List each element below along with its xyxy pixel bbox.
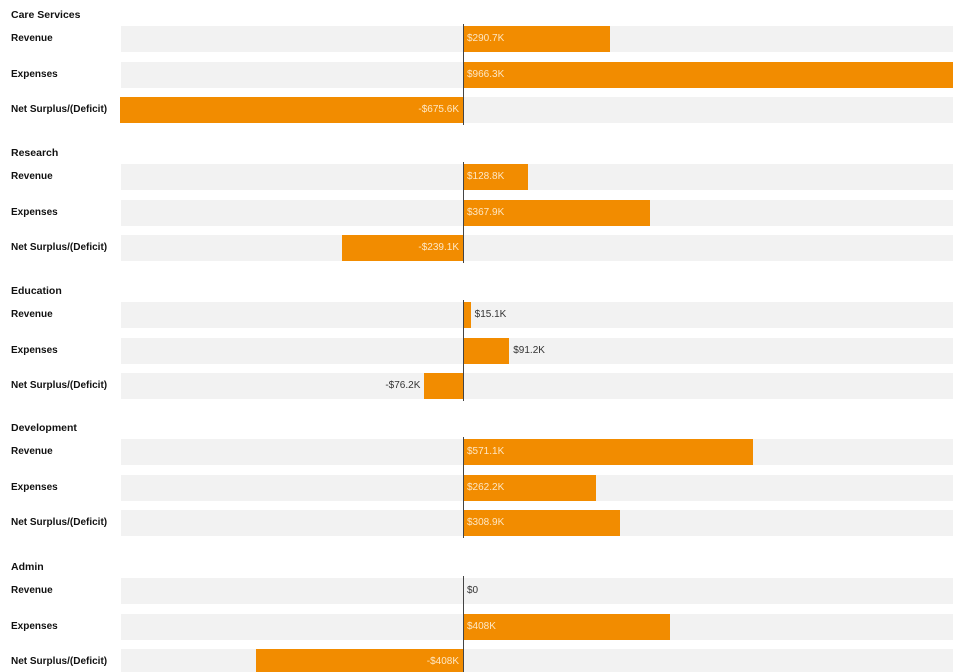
zero-axis-line [463,576,464,672]
zero-axis-line [463,300,464,401]
data-label: $91.2K [513,345,545,356]
bar [463,62,953,88]
data-label: $408K [467,621,496,632]
bar-track [121,235,953,261]
row-label: Revenue [11,585,53,596]
bar [463,510,620,536]
bar-track [121,302,953,328]
bar [463,439,753,465]
row-label: Net Surplus/(Deficit) [11,656,108,667]
zero-axis-line [463,162,464,263]
group-title: Education [11,285,62,297]
bar-track [121,338,953,364]
bar [463,475,596,501]
data-label: $15.1K [474,309,507,320]
zero-axis-line [463,437,464,538]
bar [120,97,463,123]
row-label: Expenses [11,621,58,632]
bar [463,614,670,640]
group-title: Development [11,422,77,434]
data-label: $966.3K [467,69,505,80]
bar-track [121,578,953,604]
bar [256,649,463,672]
row-label: Net Surplus/(Deficit) [11,104,108,115]
data-label: $290.7K [467,33,505,44]
data-label: -$408K [426,656,459,667]
row-label: Net Surplus/(Deficit) [11,242,108,253]
bar [424,373,463,399]
row-label: Expenses [11,482,58,493]
row-label: Net Surplus/(Deficit) [11,380,108,391]
group-title: Research [11,147,59,159]
data-label: $262.2K [467,482,505,493]
data-label: -$239.1K [418,242,459,253]
bar [463,26,611,52]
bar [463,200,650,226]
data-label: $367.9K [467,207,505,218]
row-label: Net Surplus/(Deficit) [11,517,108,528]
row-label: Revenue [11,309,53,320]
bar-track [121,164,953,190]
group-title: Admin [11,561,44,573]
row-label: Revenue [11,33,53,44]
zero-axis-line [463,24,464,125]
row-label: Revenue [11,446,53,457]
row-label: Revenue [11,171,53,182]
row-label: Expenses [11,69,58,80]
bar [463,338,510,364]
bar [341,235,463,261]
row-label: Expenses [11,345,58,356]
bar [463,164,529,190]
data-label: -$675.6K [418,104,459,115]
group-title: Care Services [11,9,81,21]
row-label: Expenses [11,207,58,218]
data-label: $571.1K [467,446,505,457]
data-label: $308.9K [467,517,505,528]
data-label: -$76.2K [385,380,421,391]
bar-track [121,373,953,399]
bar-track [121,649,953,672]
data-label: $0 [467,585,479,596]
data-label: $128.8K [467,171,505,182]
bar [463,302,471,328]
